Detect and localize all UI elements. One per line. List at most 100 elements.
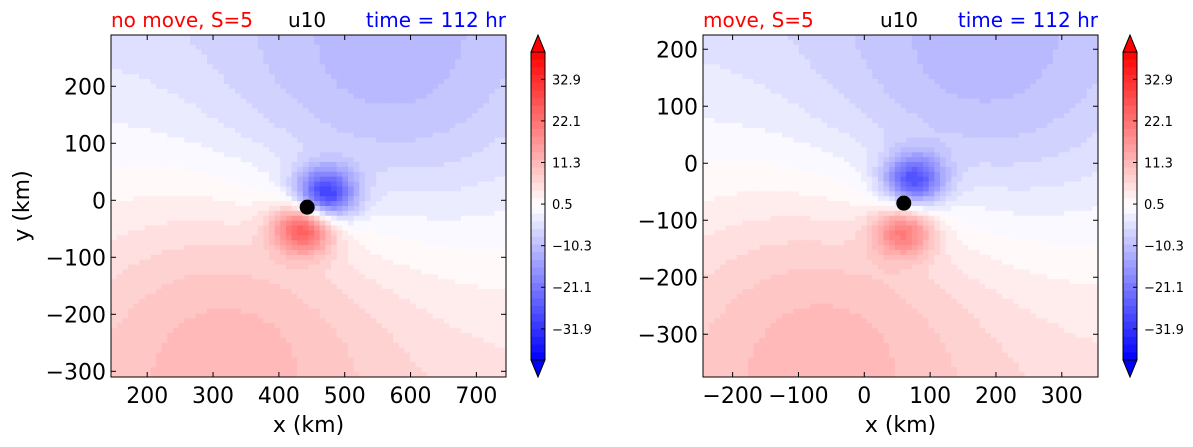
field-cell bbox=[438, 225, 445, 232]
field-cell bbox=[427, 240, 434, 246]
field-cell bbox=[432, 254, 439, 261]
field-cell bbox=[297, 337, 304, 344]
field-cell bbox=[274, 372, 281, 377]
field-cell bbox=[150, 210, 157, 217]
field-cell bbox=[494, 298, 501, 305]
field-cell bbox=[269, 313, 276, 319]
field-cell bbox=[167, 59, 174, 65]
field-cell bbox=[500, 157, 506, 163]
field-cell bbox=[427, 269, 434, 275]
field-cell bbox=[455, 220, 462, 227]
field-cell bbox=[364, 206, 372, 212]
field-cell bbox=[472, 78, 479, 85]
field-cell bbox=[449, 103, 456, 109]
field-cell bbox=[111, 191, 118, 197]
field-cell bbox=[421, 122, 428, 129]
field-cell bbox=[167, 132, 174, 139]
field-cell bbox=[483, 44, 490, 51]
field-cell bbox=[364, 35, 372, 41]
field-cell bbox=[376, 54, 383, 61]
field-cell bbox=[156, 347, 163, 354]
field-cell bbox=[494, 152, 501, 158]
field-cell bbox=[415, 284, 422, 290]
field-cell bbox=[206, 333, 214, 339]
field-cell bbox=[127, 303, 135, 310]
field-cell bbox=[336, 78, 343, 85]
field-cell bbox=[223, 118, 231, 124]
field-cell bbox=[387, 54, 394, 61]
field-cell bbox=[184, 254, 191, 261]
field-cell bbox=[342, 44, 349, 51]
field-cell bbox=[421, 337, 428, 344]
field-cell bbox=[398, 64, 406, 70]
field-cell bbox=[381, 118, 389, 124]
field-cell bbox=[195, 249, 202, 256]
field-cell bbox=[494, 274, 501, 280]
field-cell bbox=[302, 78, 310, 85]
field-cell bbox=[269, 162, 276, 168]
field-cell bbox=[150, 54, 157, 61]
field-cell bbox=[314, 337, 321, 344]
field-cell bbox=[387, 113, 394, 119]
field-cell bbox=[201, 191, 208, 197]
field-cell bbox=[178, 328, 185, 334]
field-cell bbox=[218, 98, 225, 104]
field-cell bbox=[314, 88, 321, 95]
field-cell bbox=[359, 191, 366, 197]
field-cell bbox=[404, 147, 411, 153]
field-cell bbox=[269, 367, 276, 373]
field-cell bbox=[252, 249, 259, 256]
field-cell bbox=[111, 78, 118, 85]
field-cell bbox=[370, 372, 377, 377]
field-cell bbox=[393, 337, 400, 344]
field-cell bbox=[438, 235, 445, 241]
field-cell bbox=[111, 220, 118, 227]
field-cell bbox=[178, 147, 185, 153]
field-cell bbox=[190, 284, 197, 290]
field-cell bbox=[133, 78, 140, 85]
field-cell bbox=[184, 220, 191, 227]
field-cell bbox=[477, 83, 485, 90]
field-cell bbox=[489, 206, 496, 212]
field-cell bbox=[427, 108, 434, 114]
field-cell bbox=[325, 367, 332, 373]
field-cell bbox=[161, 308, 169, 315]
field-cell bbox=[404, 323, 411, 329]
field-cell bbox=[336, 39, 343, 46]
field-cell bbox=[319, 342, 327, 349]
field-cell bbox=[404, 333, 411, 339]
field-cell bbox=[449, 308, 456, 315]
field-cell bbox=[127, 220, 135, 227]
field-cell bbox=[167, 264, 174, 271]
field-cell bbox=[252, 362, 259, 368]
field-cell bbox=[122, 157, 129, 163]
field-cell bbox=[111, 372, 118, 377]
field-cell bbox=[167, 206, 174, 212]
field-cell bbox=[206, 206, 214, 212]
field-cell bbox=[263, 210, 270, 217]
field-cell bbox=[353, 269, 360, 275]
field-cell bbox=[127, 59, 135, 65]
field-cell bbox=[122, 342, 129, 349]
field-cell bbox=[291, 245, 298, 251]
field-cell bbox=[122, 352, 129, 359]
field-cell bbox=[314, 235, 321, 241]
field-cell bbox=[161, 171, 169, 178]
field-cell bbox=[415, 220, 422, 227]
field-cell bbox=[201, 181, 208, 188]
field-cell bbox=[144, 303, 152, 310]
field-cell bbox=[291, 93, 298, 100]
field-cell bbox=[195, 69, 202, 75]
field-cell bbox=[348, 279, 355, 285]
field-cell bbox=[263, 132, 270, 139]
field-cell bbox=[387, 372, 394, 377]
field-cell bbox=[223, 328, 231, 334]
field-cell bbox=[178, 254, 185, 261]
field-cell bbox=[432, 88, 439, 95]
field-cell bbox=[376, 196, 383, 202]
field-cell bbox=[144, 78, 152, 85]
field-cell bbox=[229, 259, 236, 266]
field-cell bbox=[404, 122, 411, 129]
field-cell bbox=[348, 78, 355, 85]
field-cell bbox=[173, 245, 180, 251]
